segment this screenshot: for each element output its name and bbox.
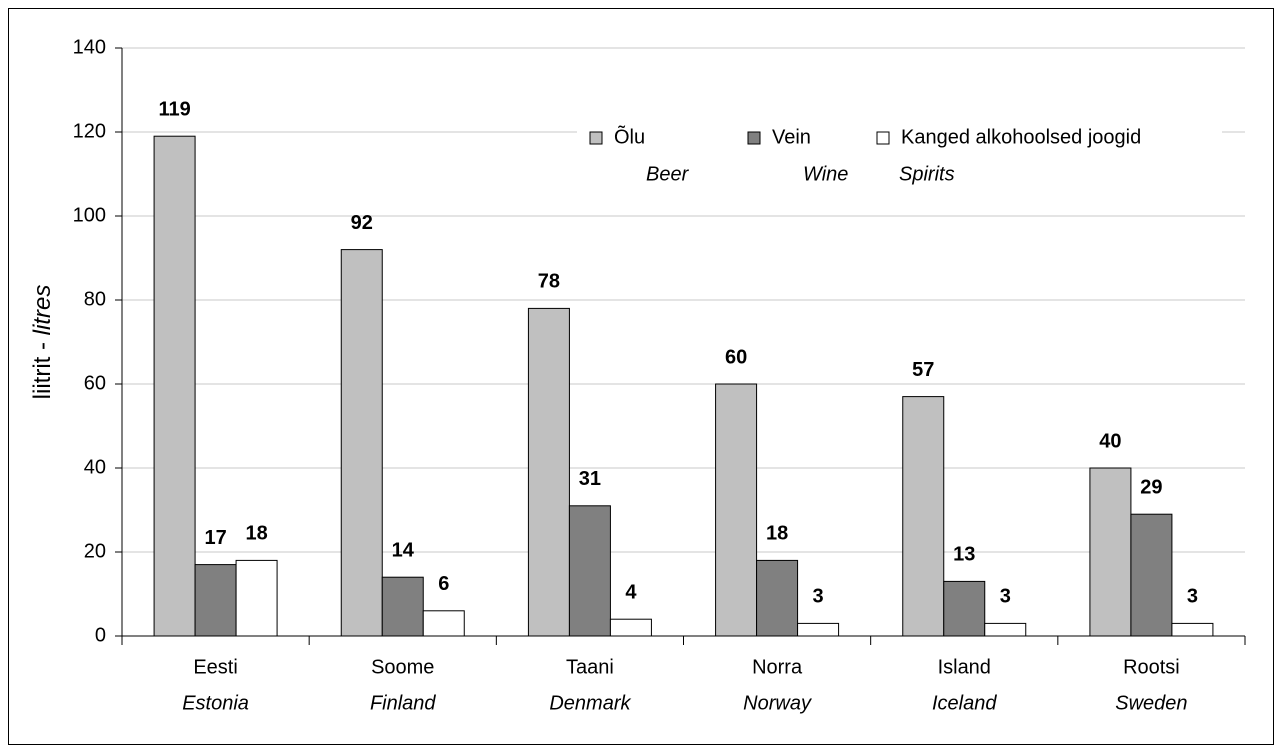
y-tick-label: 100 xyxy=(73,204,106,226)
bar xyxy=(1089,467,1132,637)
y-axis-label-et: liitrit - xyxy=(29,342,56,399)
legend-label-en: Spirits xyxy=(899,163,955,185)
bar xyxy=(153,135,196,637)
bar xyxy=(756,559,799,637)
data-label: 13 xyxy=(953,544,975,566)
data-label: 57 xyxy=(912,359,934,381)
legend-swatch xyxy=(589,131,603,145)
bar xyxy=(797,622,840,637)
bar xyxy=(235,559,278,637)
data-label: 14 xyxy=(392,539,415,561)
bar xyxy=(527,307,570,637)
data-label: 3 xyxy=(1000,586,1011,608)
x-tick-label: Rootsi xyxy=(1123,656,1180,678)
bar xyxy=(1171,622,1214,637)
x-tick-label: Taani xyxy=(566,656,614,678)
x-tick-label: Eesti xyxy=(193,656,237,678)
bar xyxy=(381,576,424,637)
legend-swatch xyxy=(876,131,890,145)
legend-label: Vein xyxy=(772,126,811,148)
data-label: 119 xyxy=(158,98,190,120)
x-tick-label-en: Finland xyxy=(370,692,436,714)
bar xyxy=(609,618,652,637)
bar xyxy=(422,610,465,637)
y-tick-label: 140 xyxy=(73,36,106,58)
data-label: 17 xyxy=(204,527,226,549)
data-label: 18 xyxy=(245,523,267,545)
data-label: 4 xyxy=(625,581,637,603)
data-label: 3 xyxy=(813,586,824,608)
bar xyxy=(1130,513,1173,637)
data-label: 40 xyxy=(1099,430,1121,452)
y-tick-label: 80 xyxy=(84,288,106,310)
legend-swatch xyxy=(747,131,761,145)
bar xyxy=(568,505,611,637)
legend-label-en: Wine xyxy=(803,163,848,185)
bar xyxy=(902,396,945,637)
y-tick-label: 0 xyxy=(95,624,106,646)
legend-label: Kanged alkohoolsed joogid xyxy=(901,126,1141,148)
bar xyxy=(943,580,986,637)
data-label: 92 xyxy=(351,212,373,234)
data-label: 6 xyxy=(438,573,449,595)
y-tick-label: 60 xyxy=(84,372,106,394)
x-tick-label: Norra xyxy=(752,656,803,678)
legend-label-en: Beer xyxy=(646,163,690,185)
data-label: 31 xyxy=(579,468,601,490)
legend-box xyxy=(577,108,1222,196)
x-tick-label-en: Denmark xyxy=(549,692,631,714)
data-label: 29 xyxy=(1140,476,1162,498)
y-tick-label: 40 xyxy=(84,456,106,478)
y-axis-label-en: litres xyxy=(29,285,56,336)
x-tick-label: Soome xyxy=(371,656,434,678)
data-label: 18 xyxy=(766,523,788,545)
x-tick-label-en: Norway xyxy=(743,692,812,714)
bar xyxy=(340,249,383,637)
x-tick-label-en: Sweden xyxy=(1115,692,1187,714)
x-tick-label-en: Iceland xyxy=(932,692,997,714)
x-tick-label-en: Estonia xyxy=(182,692,249,714)
bar xyxy=(194,564,237,637)
y-tick-label: 20 xyxy=(84,540,106,562)
y-tick-label: 120 xyxy=(73,120,106,142)
legend-label: Õlu xyxy=(614,124,645,148)
bar xyxy=(715,383,758,637)
x-tick-label: Island xyxy=(938,656,991,678)
data-label: 60 xyxy=(725,346,747,368)
data-label: 78 xyxy=(538,271,560,293)
bar xyxy=(984,622,1027,637)
data-label: 3 xyxy=(1187,586,1198,608)
y-axis-label: liitrit - litres xyxy=(29,285,56,400)
